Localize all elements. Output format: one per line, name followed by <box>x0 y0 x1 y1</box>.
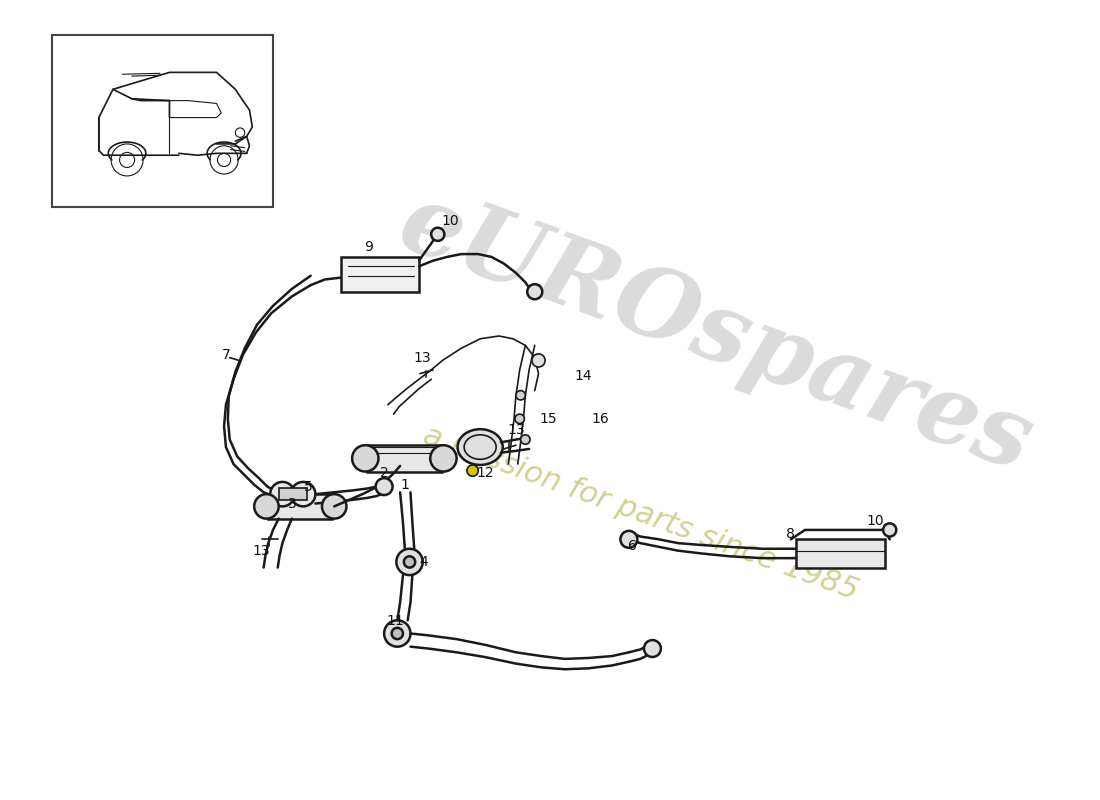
Ellipse shape <box>458 429 503 465</box>
Text: 12: 12 <box>476 466 494 481</box>
Circle shape <box>515 414 525 423</box>
Circle shape <box>644 640 661 657</box>
Text: 6: 6 <box>628 539 637 553</box>
Circle shape <box>430 445 456 471</box>
Circle shape <box>468 465 478 476</box>
Bar <box>268 494 332 518</box>
Text: 13: 13 <box>412 350 430 365</box>
Text: 16: 16 <box>592 412 609 426</box>
Circle shape <box>271 482 295 506</box>
Text: 1: 1 <box>400 478 409 492</box>
Circle shape <box>527 284 542 299</box>
Circle shape <box>375 478 393 495</box>
Text: 13: 13 <box>507 423 525 437</box>
Circle shape <box>290 482 316 506</box>
Text: 3: 3 <box>287 497 296 510</box>
Text: eUROspares: eUROspares <box>386 176 1045 492</box>
Text: 15: 15 <box>539 412 557 426</box>
Circle shape <box>254 494 278 518</box>
Text: 10: 10 <box>441 214 459 228</box>
Text: 8: 8 <box>786 526 795 541</box>
Circle shape <box>883 523 896 537</box>
Bar <box>341 257 419 292</box>
Circle shape <box>396 549 422 575</box>
Circle shape <box>384 620 410 646</box>
Text: 9: 9 <box>364 241 374 254</box>
Text: 10: 10 <box>867 514 884 527</box>
Text: 14: 14 <box>575 370 593 383</box>
Circle shape <box>620 531 637 548</box>
Text: a passion for parts since 1985: a passion for parts since 1985 <box>419 421 861 606</box>
Bar <box>278 489 307 500</box>
Circle shape <box>392 628 403 639</box>
Text: 2: 2 <box>379 466 388 481</box>
Circle shape <box>404 556 415 567</box>
Text: 5: 5 <box>305 480 314 494</box>
Bar <box>52 34 273 207</box>
Circle shape <box>516 390 526 400</box>
Circle shape <box>532 354 546 367</box>
Circle shape <box>352 445 378 471</box>
Circle shape <box>322 494 346 518</box>
Text: 7: 7 <box>221 348 230 362</box>
Text: 13: 13 <box>253 544 271 558</box>
Text: 4: 4 <box>419 555 428 569</box>
Circle shape <box>431 228 444 241</box>
Text: 11: 11 <box>386 614 405 628</box>
Bar <box>795 539 886 567</box>
Circle shape <box>520 435 530 444</box>
Bar <box>367 445 442 471</box>
